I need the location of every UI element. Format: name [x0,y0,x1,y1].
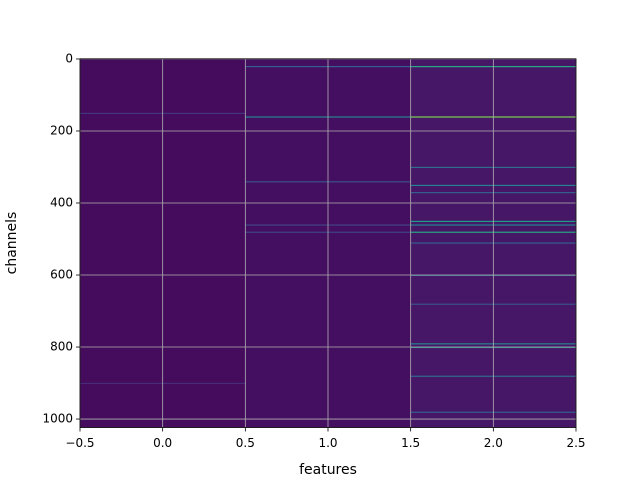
y-axis-label: channels [4,212,20,275]
y-tick-label: 0 [65,51,73,65]
x-tick-label: 2.5 [566,436,585,450]
x-tick-label: 2.0 [484,436,503,450]
x-tick-label: 1.0 [318,436,337,450]
x-axis-label: features [299,462,357,478]
x-tick-label: 0.0 [153,436,172,450]
y-tick-label: 1000 [42,412,73,426]
y-tick-label: 200 [50,123,73,137]
x-tick-label: 1.5 [401,436,420,450]
y-tick-label: 400 [50,196,73,210]
y-tick-label: 600 [50,268,73,282]
x-tick-label: −0.5 [65,436,94,450]
x-tick-label: 0.5 [236,436,255,450]
y-tick-label: 800 [50,340,73,354]
